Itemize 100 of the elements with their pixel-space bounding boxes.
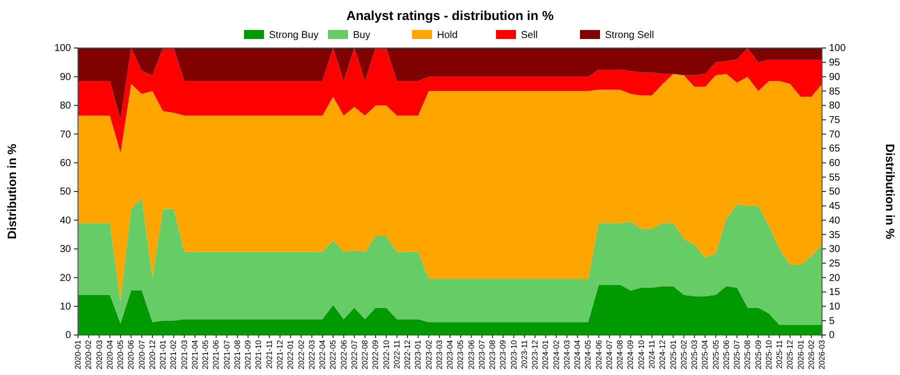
y2-tick-label: 80 xyxy=(829,100,841,112)
x-tick-label: 2020-07 xyxy=(137,339,146,370)
x-tick-label: 2023-04 xyxy=(446,339,455,370)
x-tick-label: 2025-11 xyxy=(775,339,784,369)
y-tick-label: 100 xyxy=(54,43,72,54)
x-tick-label: 2022-11 xyxy=(392,339,402,369)
legend-label: Sell xyxy=(521,30,538,41)
x-tick-label: 2022-01 xyxy=(286,339,296,370)
x-tick-label: 2025-07 xyxy=(732,339,742,370)
x-tick-label: 2025-06 xyxy=(722,339,731,370)
x-tick-label: 2024-10 xyxy=(636,339,646,370)
x-tick-label: 2021-03 xyxy=(180,339,189,370)
x-tick-label: 2020-03 xyxy=(94,339,104,370)
x-tick-label: 2023-05 xyxy=(456,339,466,370)
x-tick-label: 2023-10 xyxy=(509,339,518,370)
x-tick-label: 2025-04 xyxy=(700,339,710,370)
x-tick-label: 2023-01 xyxy=(414,339,423,370)
y2-tick-label: 55 xyxy=(829,172,841,184)
x-tick-label: 2025-05 xyxy=(711,339,720,370)
x-tick-label: 2021-05 xyxy=(201,339,210,370)
y2-tick-label: 5 xyxy=(829,316,835,327)
x-tick-label: 2024-03 xyxy=(562,339,572,370)
y2-tick-label: 10 xyxy=(829,302,841,312)
y-tick-label: 70 xyxy=(60,129,72,140)
y-tick-label: 20 xyxy=(60,272,72,284)
x-tick-label: 2026-02 xyxy=(806,339,816,370)
x-tick-label: 2022-09 xyxy=(371,339,380,370)
y-tick-label: 60 xyxy=(60,158,72,169)
x-tick-label: 2021-08 xyxy=(232,339,242,370)
y2-tick-label: 100 xyxy=(829,43,846,54)
x-tick-label: 2021-04 xyxy=(190,339,200,370)
y2-tick-label: 25 xyxy=(829,258,841,270)
y2-tick-label: 70 xyxy=(829,129,841,140)
legend-label: Strong Sell xyxy=(605,30,654,41)
x-tick-label: 2025-02 xyxy=(679,339,688,370)
x-tick-label: 2020-01 xyxy=(74,339,83,370)
y2-tick-label: 40 xyxy=(829,215,841,226)
x-tick-label: 2024-04 xyxy=(573,339,582,370)
x-tick-label: 2021-01 xyxy=(158,339,168,370)
x-tick-label: 2021-06 xyxy=(212,339,221,370)
x-tick-label: 2021-02 xyxy=(169,339,178,370)
x-tick-label: 2024-12 xyxy=(658,339,668,370)
x-tick-label: 2024-07 xyxy=(604,339,614,370)
y2-tick-label: 0 xyxy=(829,330,835,342)
x-tick-label: 2023-07 xyxy=(477,339,486,370)
x-tick-label: 2020-02 xyxy=(84,339,94,370)
x-tick-label: 2024-11 xyxy=(648,339,657,369)
y-tick-label: 80 xyxy=(60,100,72,112)
x-tick-label: 2022-08 xyxy=(360,339,370,370)
legend-label: Buy xyxy=(353,30,370,41)
y2-tick-label: 60 xyxy=(829,158,841,169)
y-axis-title: Distribution in % xyxy=(5,144,19,240)
x-tick-label: 2025-01 xyxy=(668,339,678,370)
y2-tick-label: 45 xyxy=(829,201,841,212)
y-tick-label: 10 xyxy=(60,302,72,312)
x-tick-label: 2021-10 xyxy=(254,339,264,370)
x-tick-label: 2020-04 xyxy=(105,339,114,370)
x-tick-label: 2022-02 xyxy=(296,339,306,370)
x-tick-label: 2025-08 xyxy=(743,339,752,370)
x-tick-label: 2020-12 xyxy=(148,339,157,370)
y-tick-label: 90 xyxy=(60,72,72,83)
x-tick-label: 2025-09 xyxy=(754,339,763,370)
x-tick-label: 2023-11 xyxy=(520,339,529,369)
x-tick-label: 2024-02 xyxy=(552,339,561,370)
x-tick-label: 2024-06 xyxy=(594,339,604,370)
x-tick-label: 2023-03 xyxy=(434,339,444,370)
legend-label: Hold xyxy=(437,30,458,41)
x-tick-label: 2022-07 xyxy=(350,339,359,370)
y2-tick-label: 20 xyxy=(829,272,841,284)
x-tick-label: 2024-01 xyxy=(541,339,550,370)
y-tick-label: 40 xyxy=(60,215,72,226)
x-tick-label: 2021-12 xyxy=(276,339,285,370)
x-tick-label: 2021-11 xyxy=(264,339,274,369)
y2-tick-label: 65 xyxy=(829,144,841,155)
y-tick-label: 30 xyxy=(60,244,72,256)
x-tick-label: 2020-06 xyxy=(126,339,136,370)
y2-tick-label: 50 xyxy=(829,186,841,198)
x-tick-label: 2021-09 xyxy=(244,339,253,370)
y2-tick-label: 95 xyxy=(829,58,841,69)
legend-label: Strong Buy xyxy=(269,30,318,41)
x-tick-label: 2022-05 xyxy=(328,339,338,370)
x-tick-label: 2022-06 xyxy=(339,339,348,370)
x-tick-label: 2025-03 xyxy=(690,339,700,370)
y2-tick-label: 85 xyxy=(829,86,841,98)
x-tick-label: 2023-06 xyxy=(466,339,476,370)
x-tick-label: 2024-08 xyxy=(616,339,625,370)
x-tick-label: 2022-04 xyxy=(318,339,328,370)
x-tick-label: 2023-09 xyxy=(498,339,508,370)
x-tick-label: 2024-09 xyxy=(626,339,636,370)
chart-title: Analyst ratings - distribution in % xyxy=(346,8,554,23)
y2-tick-label: 35 xyxy=(829,230,841,241)
x-tick-label: 2023-12 xyxy=(530,339,540,370)
y-tick-label: 50 xyxy=(60,186,72,198)
x-tick-label: 2022-12 xyxy=(403,339,412,370)
y2-tick-label: 75 xyxy=(829,114,841,126)
x-tick-label: 2026-03 xyxy=(818,339,827,370)
x-tick-label: 2024-05 xyxy=(584,339,593,370)
y-tick-label: 0 xyxy=(65,330,72,342)
x-tick-label: 2021-07 xyxy=(222,339,232,370)
x-tick-label: 2023-02 xyxy=(424,339,434,370)
